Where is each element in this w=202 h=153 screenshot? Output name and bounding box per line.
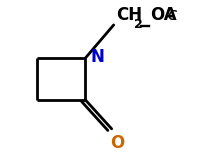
Text: N: N — [90, 48, 104, 66]
Text: 2: 2 — [133, 18, 142, 31]
Text: CH: CH — [115, 6, 141, 24]
Text: c: c — [167, 6, 176, 24]
Text: O: O — [110, 134, 124, 152]
Text: OA: OA — [149, 6, 176, 24]
